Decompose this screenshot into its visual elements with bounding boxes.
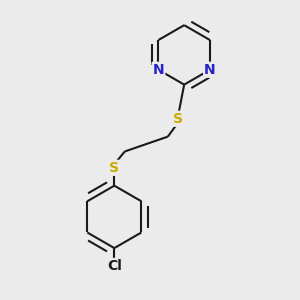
Text: Cl: Cl [107,259,122,273]
Text: N: N [153,63,164,77]
Text: N: N [204,63,216,77]
Text: S: S [109,161,119,175]
Text: S: S [173,112,183,126]
